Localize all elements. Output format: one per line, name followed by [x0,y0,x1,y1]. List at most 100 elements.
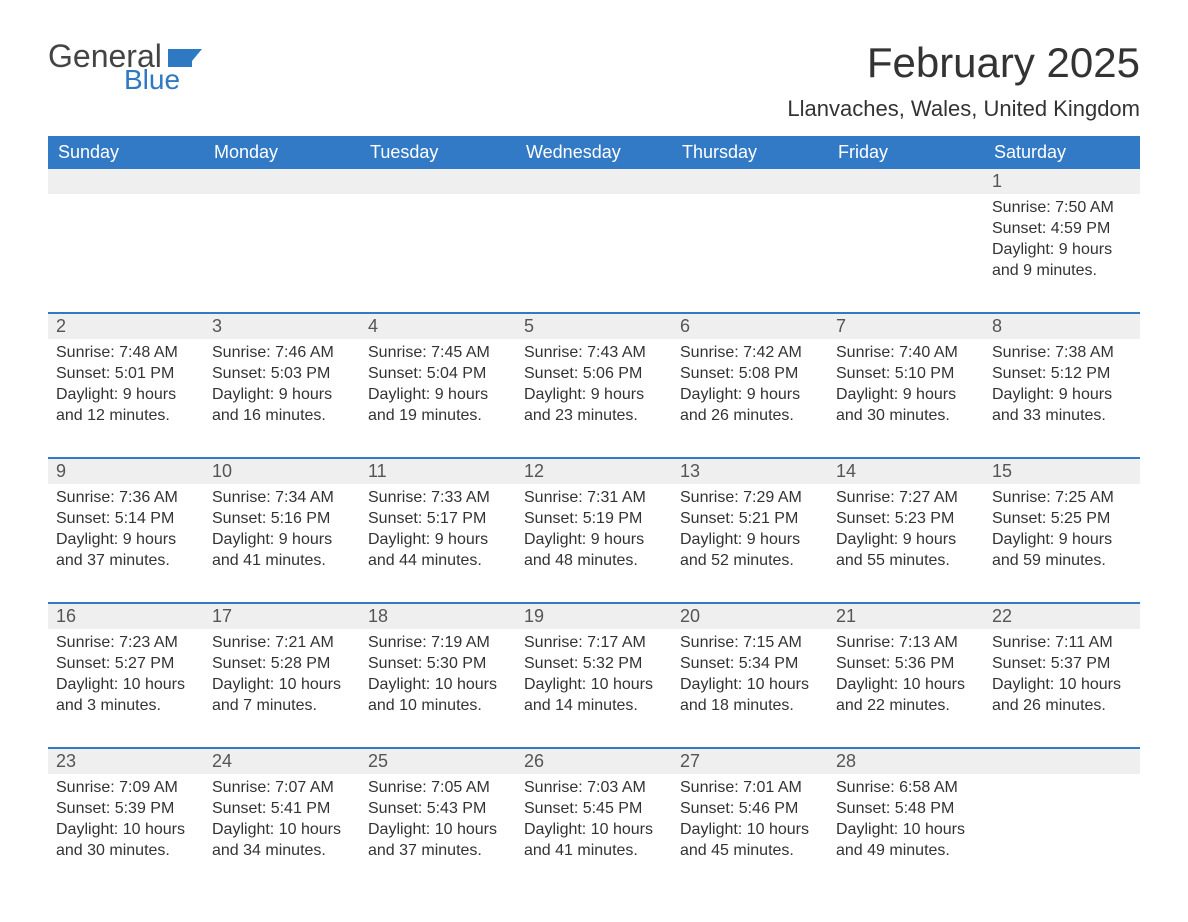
day-cell: Sunrise: 7:50 AMSunset: 4:59 PMDaylight:… [984,194,1140,302]
sunset-text: Sunset: 5:01 PM [56,364,196,385]
sunrise-text: Sunrise: 7:09 AM [56,778,196,799]
day-cell: Sunrise: 7:05 AMSunset: 5:43 PMDaylight:… [360,774,516,882]
day-cell: Sunrise: 7:48 AMSunset: 5:01 PMDaylight:… [48,339,204,447]
daylight-text: Daylight: 9 hours [212,530,352,551]
day-cell [48,194,204,302]
day-cell: Sunrise: 7:42 AMSunset: 5:08 PMDaylight:… [672,339,828,447]
day-cell: Sunrise: 7:03 AMSunset: 5:45 PMDaylight:… [516,774,672,882]
sunrise-text: Sunrise: 7:07 AM [212,778,352,799]
day-number: 22 [984,604,1140,629]
sunrise-text: Sunrise: 7:15 AM [680,633,820,654]
calendar-week: 16171819202122Sunrise: 7:23 AMSunset: 5:… [48,602,1140,737]
day-number: 23 [48,749,204,774]
sunset-text: Sunset: 5:12 PM [992,364,1132,385]
day-cell: Sunrise: 7:21 AMSunset: 5:28 PMDaylight:… [204,629,360,737]
sunrise-text: Sunrise: 7:11 AM [992,633,1132,654]
day-number: 27 [672,749,828,774]
day-number [828,169,984,194]
day-cell: Sunrise: 7:17 AMSunset: 5:32 PMDaylight:… [516,629,672,737]
daylight-text: and 41 minutes. [524,841,664,862]
day-content-row: Sunrise: 7:48 AMSunset: 5:01 PMDaylight:… [48,339,1140,447]
day-number: 4 [360,314,516,339]
day-number: 10 [204,459,360,484]
day-cell: Sunrise: 7:46 AMSunset: 5:03 PMDaylight:… [204,339,360,447]
day-number: 9 [48,459,204,484]
sunset-text: Sunset: 5:36 PM [836,654,976,675]
sunset-text: Sunset: 5:37 PM [992,654,1132,675]
sunset-text: Sunset: 5:30 PM [368,654,508,675]
weekday-header-row: SundayMondayTuesdayWednesdayThursdayFrid… [48,136,1140,169]
day-cell: Sunrise: 7:33 AMSunset: 5:17 PMDaylight:… [360,484,516,592]
logo-text-blue: Blue [124,66,202,94]
day-number: 15 [984,459,1140,484]
day-number: 11 [360,459,516,484]
daylight-text: and 3 minutes. [56,696,196,717]
weekday-header-cell: Tuesday [360,136,516,169]
calendar-week: 1Sunrise: 7:50 AMSunset: 4:59 PMDaylight… [48,169,1140,302]
day-content-row: Sunrise: 7:09 AMSunset: 5:39 PM Daylight:… [48,774,1140,882]
sunrise-text: Sunrise: 7:40 AM [836,343,976,364]
daylight-text: Daylight: 10 hours [524,675,664,696]
sunrise-text: Sunrise: 7:03 AM [524,778,664,799]
sunrise-text: Sunrise: 7:34 AM [212,488,352,509]
day-number: 18 [360,604,516,629]
sunset-text: Sunset: 5:14 PM [56,509,196,530]
day-cell: Sunrise: 7:25 AMSunset: 5:25 PMDaylight:… [984,484,1140,592]
daylight-text: Daylight: 9 hours [524,530,664,551]
daylight-text: and 37 minutes. [368,841,508,862]
sunset-text: Sunset: 5:45 PM [524,799,664,820]
sunset-text: Sunset: 5:19 PM [524,509,664,530]
day-cell: Sunrise: 7:09 AMSunset: 5:39 PMDaylight:… [48,774,204,882]
day-number: 2 [48,314,204,339]
sunset-text: Sunset: 5:41 PM [212,799,352,820]
day-cell: Sunrise: 7:31 AMSunset: 5:19 PMDaylight:… [516,484,672,592]
daylight-text: and 14 minutes. [524,696,664,717]
daylight-text: Daylight: 9 hours [368,385,508,406]
calendar: SundayMondayTuesdayWednesdayThursdayFrid… [48,136,1140,882]
daylight-text: and 18 minutes. [680,696,820,717]
day-cell [672,194,828,302]
sunrise-text: Sunrise: 7:19 AM [368,633,508,654]
day-number [984,749,1140,774]
sunset-text: Sunset: 5:39 PM [56,799,196,820]
weekday-header-cell: Monday [204,136,360,169]
daylight-text: and 23 minutes. [524,406,664,427]
day-cell [516,194,672,302]
sunrise-text: Sunrise: 7:27 AM [836,488,976,509]
day-number: 3 [204,314,360,339]
day-number [204,169,360,194]
daylight-text: and 19 minutes. [368,406,508,427]
calendar-week: 2345678Sunrise: 7:48 AMSunset: 5:01 PMDa… [48,312,1140,447]
sunset-text: Sunset: 5:08 PM [680,364,820,385]
daylight-text: Daylight: 10 hours [524,820,664,841]
daylight-text: Daylight: 10 hours [836,820,976,841]
sunrise-text: Sunrise: 7:36 AM [56,488,196,509]
day-number: 20 [672,604,828,629]
daylight-text: Daylight: 10 hours [56,675,196,696]
day-number-row: 9101112131415 [48,459,1140,484]
daylight-text: Daylight: 9 hours [992,530,1132,551]
weekday-header-cell: Wednesday [516,136,672,169]
daylight-text: and 10 minutes. [368,696,508,717]
day-cell [360,194,516,302]
day-number [360,169,516,194]
daylight-text: Daylight: 9 hours [212,385,352,406]
daylight-text: Daylight: 9 hours [680,530,820,551]
daylight-text: and 49 minutes. [836,841,976,862]
daylight-text: Daylight: 9 hours [992,385,1132,406]
daylight-text: and 45 minutes. [680,841,820,862]
day-cell: Sunrise: 7:36 AMSunset: 5:14 PMDaylight:… [48,484,204,592]
day-cell: Sunrise: 7:19 AMSunset: 5:30 PMDaylight:… [360,629,516,737]
day-cell: Sunrise: 7:15 AMSunset: 5:34 PMDaylight:… [672,629,828,737]
day-number-row: 16171819202122 [48,604,1140,629]
sunrise-text: Sunrise: 7:13 AM [836,633,976,654]
daylight-text: Daylight: 10 hours [680,820,820,841]
sunset-text: Sunset: 5:17 PM [368,509,508,530]
sunrise-text: Sunrise: 7:43 AM [524,343,664,364]
daylight-text: Daylight: 9 hours [680,385,820,406]
day-number: 28 [828,749,984,774]
daylight-text: Daylight: 9 hours [992,240,1132,261]
daylight-text: Daylight: 10 hours [680,675,820,696]
day-cell: Sunrise: 6:58 AMSunset: 5:48 PMDaylight:… [828,774,984,882]
day-cell: Sunrise: 7:01 AMSunset: 5:46 PMDaylight:… [672,774,828,882]
